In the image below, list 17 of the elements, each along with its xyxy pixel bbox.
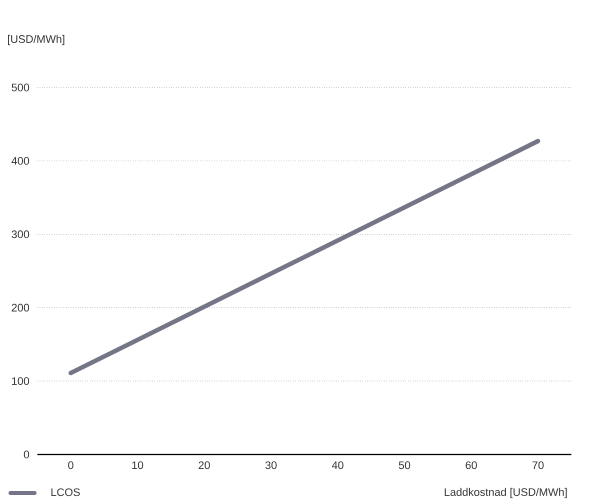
- y-tick-label: 500: [12, 84, 30, 92]
- x-tick-label: 30: [265, 461, 277, 470]
- x-axis-title: Laddkostnad [USD/MWh]: [444, 488, 567, 498]
- x-tick-label: 40: [332, 461, 344, 470]
- x-tick-label: 60: [466, 461, 477, 470]
- y-tick-label: 400: [12, 157, 30, 165]
- legend-label: LCOS: [51, 488, 80, 496]
- x-tick-label: 0: [68, 461, 74, 470]
- x-tick-label: 10: [132, 461, 144, 470]
- x-tick-label: 20: [198, 461, 210, 470]
- y-tick-label: 100: [12, 377, 30, 385]
- x-tick-label: 70: [532, 461, 544, 470]
- x-tick-label: 50: [398, 461, 410, 470]
- y-tick-label: 200: [12, 304, 30, 312]
- y-tick-label: 300: [12, 230, 30, 238]
- y-axis-title: [USD/MWh]: [8, 34, 64, 46]
- y-tick-label: 0: [24, 450, 30, 458]
